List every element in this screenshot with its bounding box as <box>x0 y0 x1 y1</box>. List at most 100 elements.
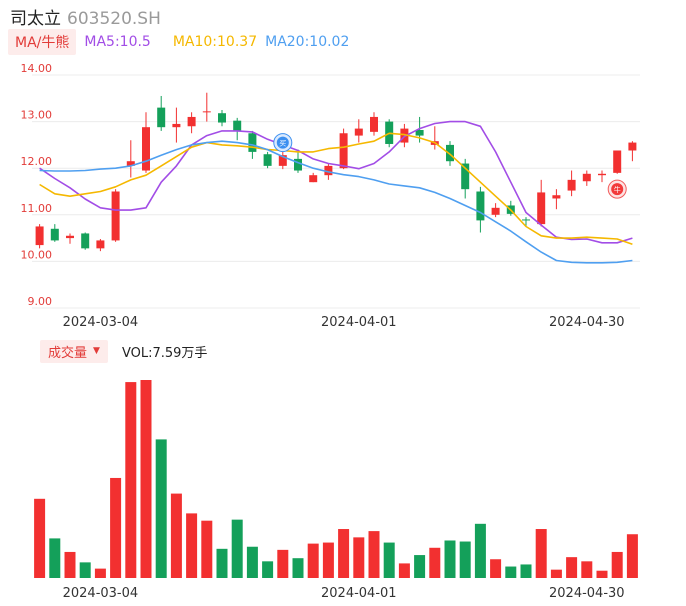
ma20-label: MA20:10.02 <box>265 34 350 50</box>
volume-selector-button[interactable]: 成交量 ▼ <box>40 339 108 363</box>
candle-body <box>582 173 591 182</box>
volume-bar <box>338 529 350 578</box>
buy-signal-dot <box>276 136 289 149</box>
candle-body <box>157 107 166 128</box>
volume-bar <box>125 382 137 578</box>
volume-bar <box>231 519 243 578</box>
volume-bar <box>201 520 213 578</box>
volume-bar <box>64 551 76 578</box>
y-tick-label: 11.00 <box>21 202 53 215</box>
candle-body <box>522 219 530 221</box>
candle-body <box>142 127 150 171</box>
volume-bar <box>246 546 258 578</box>
candle-body <box>202 111 211 113</box>
volume-bar <box>550 569 562 578</box>
candle-body <box>552 195 561 199</box>
x-tick-label: 2024-04-01 <box>321 586 397 601</box>
volume-bar <box>79 562 91 578</box>
x-tick-label: 2024-04-30 <box>549 315 625 330</box>
candle-body <box>66 235 74 239</box>
volume-bar <box>520 564 532 578</box>
volume-bar <box>170 493 182 578</box>
candle-body <box>50 228 59 241</box>
candle-body <box>187 116 196 127</box>
ma5-label: MA5:10.5 <box>84 34 151 50</box>
volume-bar <box>368 531 380 578</box>
candle-body <box>537 192 546 225</box>
volume-bar <box>292 558 304 578</box>
volume-bar <box>140 380 152 578</box>
candle-body <box>126 161 135 166</box>
volume-bar <box>110 477 122 578</box>
candle-body <box>415 129 424 136</box>
candle-body <box>461 163 470 190</box>
x-tick-label: 2024-03-04 <box>63 586 139 601</box>
candle-body <box>35 226 44 246</box>
ma5-line <box>39 120 633 244</box>
volume-bar <box>216 548 228 578</box>
volume-bar <box>444 540 456 578</box>
candle-body <box>324 165 333 176</box>
x-tick-label: 2024-03-04 <box>63 315 139 330</box>
volume-bar <box>49 538 61 578</box>
ma20-line <box>39 140 633 264</box>
volume-bar <box>34 498 46 578</box>
candle-body <box>233 120 242 131</box>
ma10-line <box>39 132 633 245</box>
candle-body <box>491 207 500 215</box>
volume-bar <box>277 549 289 578</box>
candle-body <box>294 158 302 171</box>
stock-name: 司太立 <box>10 9 61 29</box>
candle-body <box>613 150 622 173</box>
volume-header: 成交量 ▼ VOL:7.59万手 <box>40 339 208 363</box>
volume-bar <box>398 563 410 578</box>
candle-body <box>248 133 257 152</box>
volume-bar <box>353 537 365 578</box>
volume-bar <box>429 547 441 578</box>
y-tick-label: 13.00 <box>21 109 53 122</box>
x-tick-label: 2024-04-30 <box>549 586 625 601</box>
volume-bar <box>262 561 274 578</box>
stock-code: 603520.SH <box>67 9 161 29</box>
volume-bar <box>535 529 547 578</box>
volume-bar <box>626 534 638 578</box>
y-tick-label: 12.00 <box>21 155 53 168</box>
caret-down-icon: ▼ <box>93 346 100 356</box>
volume-bar <box>186 513 198 578</box>
candle-body <box>567 179 576 191</box>
volume-bar <box>155 439 167 578</box>
bull-signal-label: 牛 <box>614 185 621 194</box>
candle-body <box>446 144 454 162</box>
ma10-label: MA10:10.37 <box>172 34 258 50</box>
candle-body <box>476 191 485 221</box>
candle-body <box>370 116 378 132</box>
volume-bar <box>94 568 106 578</box>
ma-indicator-row: MA/牛熊 MA5:10.5 MA10:10.37 MA20:10.02 <box>8 29 350 55</box>
volume-value: VOL:7.59万手 <box>121 345 208 361</box>
candle-body <box>354 128 363 136</box>
candle-body <box>81 233 90 249</box>
buy-signal-label: 买 <box>279 140 286 148</box>
candle-body <box>339 133 348 169</box>
bull-signal-dot <box>611 183 624 196</box>
y-tick-label: 10.00 <box>21 248 53 261</box>
volume-bar <box>581 561 593 578</box>
candle-body <box>172 123 181 128</box>
candle-body <box>263 154 272 166</box>
volume-bar <box>383 542 395 578</box>
volume-bar <box>505 566 517 578</box>
volume-bar <box>566 557 578 578</box>
volume-bar <box>459 541 471 578</box>
volume-bar <box>596 570 608 578</box>
volume-bar <box>414 555 426 578</box>
candle-body <box>309 175 318 183</box>
stock-title: 司太立 603520.SH <box>10 4 161 29</box>
candle-body <box>218 113 226 123</box>
candle-body <box>278 155 287 166</box>
volume-tag-label: 成交量 <box>48 345 88 361</box>
candle-body <box>96 240 105 249</box>
ma-selector-button[interactable]: MA/牛熊 <box>8 29 77 55</box>
x-tick-label: 2024-04-01 <box>321 315 397 330</box>
y-tick-label: 9.00 <box>28 295 53 308</box>
